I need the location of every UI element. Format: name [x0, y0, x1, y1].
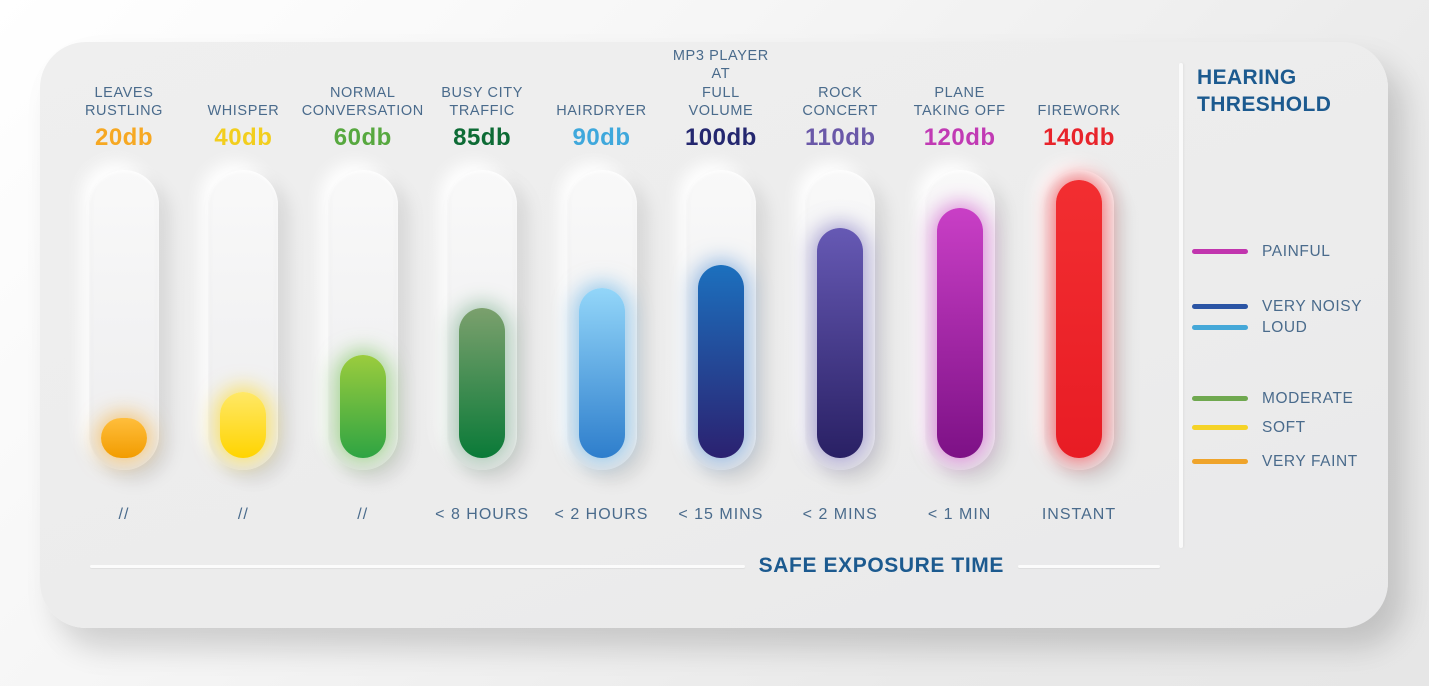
decibel-value: 120db [923, 124, 996, 151]
column-label: LEAVES RUSTLING 20db [85, 80, 163, 152]
safe-exposure-title: SAFE EXPOSURE TIME [758, 554, 1004, 577]
safe-exposure-line-left [90, 564, 745, 568]
sound-source-name: MP3 PLAYER AT FULL VOLUME [672, 47, 769, 120]
legend-color-line [1192, 425, 1248, 431]
exposure-time: // [357, 506, 369, 523]
legend-item: PAINFUL [1192, 242, 1331, 261]
sound-source-name: LEAVES RUSTLING [84, 84, 164, 120]
level-fill [936, 208, 983, 458]
exposure-time: // [237, 506, 249, 523]
exposure-time: < 1 MIN [927, 506, 992, 523]
level-fill [101, 418, 147, 458]
legend-label: PAINFUL [1262, 243, 1331, 260]
exposure-time: INSTANT [1041, 506, 1117, 523]
safe-exposure-line-right [1018, 564, 1160, 568]
sound-source-name: WHISPER [207, 103, 280, 120]
legend-divider [1179, 63, 1183, 548]
safe-exposure-row: SAFE EXPOSURE TIME [90, 554, 1160, 578]
legend-item: LOUD [1192, 318, 1307, 337]
legend-item: VERY NOISY [1192, 297, 1362, 316]
column-label: WHISPER 40db [207, 80, 279, 152]
level-fill [697, 265, 744, 458]
decibel-column: NORMAL CONVERSATION 60db // [302, 80, 424, 628]
decibel-column: WHISPER 40db // [191, 80, 295, 628]
legend-label: VERY NOISY [1262, 298, 1363, 315]
level-tube [566, 170, 637, 470]
legend-label: VERY FAINT [1262, 453, 1358, 470]
legend-title: HEARING THRESHOLD [1197, 66, 1332, 117]
sound-source-name: BUSY CITY TRAFFIC [441, 84, 523, 120]
decibel-column: FIREWORK 140db INSTANT [1027, 80, 1131, 628]
decibel-value: 40db [214, 124, 273, 151]
decibel-columns: LEAVES RUSTLING 20db // WHISPER 40db // N… [40, 42, 1181, 628]
level-fill [578, 288, 625, 458]
column-label: FIREWORK 140db [1038, 80, 1121, 152]
level-tube [447, 170, 518, 470]
level-fill [817, 228, 864, 458]
level-fill [339, 355, 386, 458]
exposure-time: < 2 HOURS [554, 506, 649, 523]
level-fill [459, 308, 506, 458]
level-tube [805, 170, 876, 470]
level-fill [1056, 180, 1102, 458]
legend-label: MODERATE [1262, 390, 1354, 407]
legend-label: LOUD [1262, 319, 1308, 336]
level-tube [89, 170, 159, 470]
column-label: PLANE TAKING OFF 120db [914, 80, 1006, 152]
decibel-column: BUSY CITY TRAFFIC 85db < 8 HOURS [430, 80, 534, 628]
decibel-value: 60db [333, 124, 392, 151]
decibel-column: MP3 PLAYER AT FULL VOLUME 100db < 15 MINS [669, 48, 773, 628]
exposure-time: // [118, 506, 130, 523]
sound-source-name: FIREWORK [1037, 103, 1121, 120]
sound-source-name: HAIRDRYER [556, 103, 647, 120]
decibel-value: 85db [453, 124, 512, 151]
legend-label: SOFT [1262, 419, 1306, 436]
decibel-column: LEAVES RUSTLING 20db // [72, 80, 176, 628]
exposure-time: < 2 MINS [802, 506, 878, 523]
legend-color-line [1192, 459, 1248, 465]
level-tube [685, 170, 756, 470]
sound-source-name: NORMAL CONVERSATION [301, 84, 424, 120]
decibel-value: 140db [1043, 124, 1115, 151]
legend-item: VERY FAINT [1192, 452, 1358, 471]
level-fill [220, 392, 267, 458]
decibel-column: ROCK CONCERT 110db < 2 MINS [788, 80, 892, 628]
legend-color-line [1192, 249, 1248, 255]
level-tube [924, 170, 995, 470]
legend-color-line [1192, 325, 1248, 331]
decibel-value: 20db [94, 124, 153, 151]
legend-item: SOFT [1192, 418, 1306, 437]
decibel-value: 110db [804, 124, 876, 151]
column-label: NORMAL CONVERSATION 60db [302, 80, 424, 152]
decibel-value: 90db [572, 124, 631, 151]
column-label: ROCK CONCERT 110db [802, 80, 878, 152]
decibel-value: 100db [684, 124, 757, 151]
legend-item: MODERATE [1192, 389, 1354, 408]
legend-color-line [1192, 396, 1248, 402]
legend-color-line [1192, 304, 1248, 310]
hearing-threshold-legend: HEARING THRESHOLD PAINFUL VERY NOISY LOU… [1181, 42, 1388, 628]
decibel-column: HAIRDRYER 90db < 2 HOURS [550, 80, 654, 628]
level-tube [1044, 170, 1114, 470]
main-card: LEAVES RUSTLING 20db // WHISPER 40db // N… [40, 42, 1388, 628]
exposure-time: < 8 HOURS [435, 506, 530, 523]
column-label: HAIRDRYER 90db [556, 80, 647, 152]
sound-source-name: ROCK CONCERT [802, 84, 879, 120]
column-label: BUSY CITY TRAFFIC 85db [441, 80, 523, 152]
level-tube [208, 170, 279, 470]
level-tube [327, 170, 398, 470]
column-label: MP3 PLAYER AT FULL VOLUME 100db [669, 48, 773, 152]
exposure-time: < 15 MINS [678, 506, 764, 523]
sound-source-name: PLANE TAKING OFF [913, 84, 1006, 120]
decibel-column: PLANE TAKING OFF 120db < 1 MIN [908, 80, 1012, 628]
